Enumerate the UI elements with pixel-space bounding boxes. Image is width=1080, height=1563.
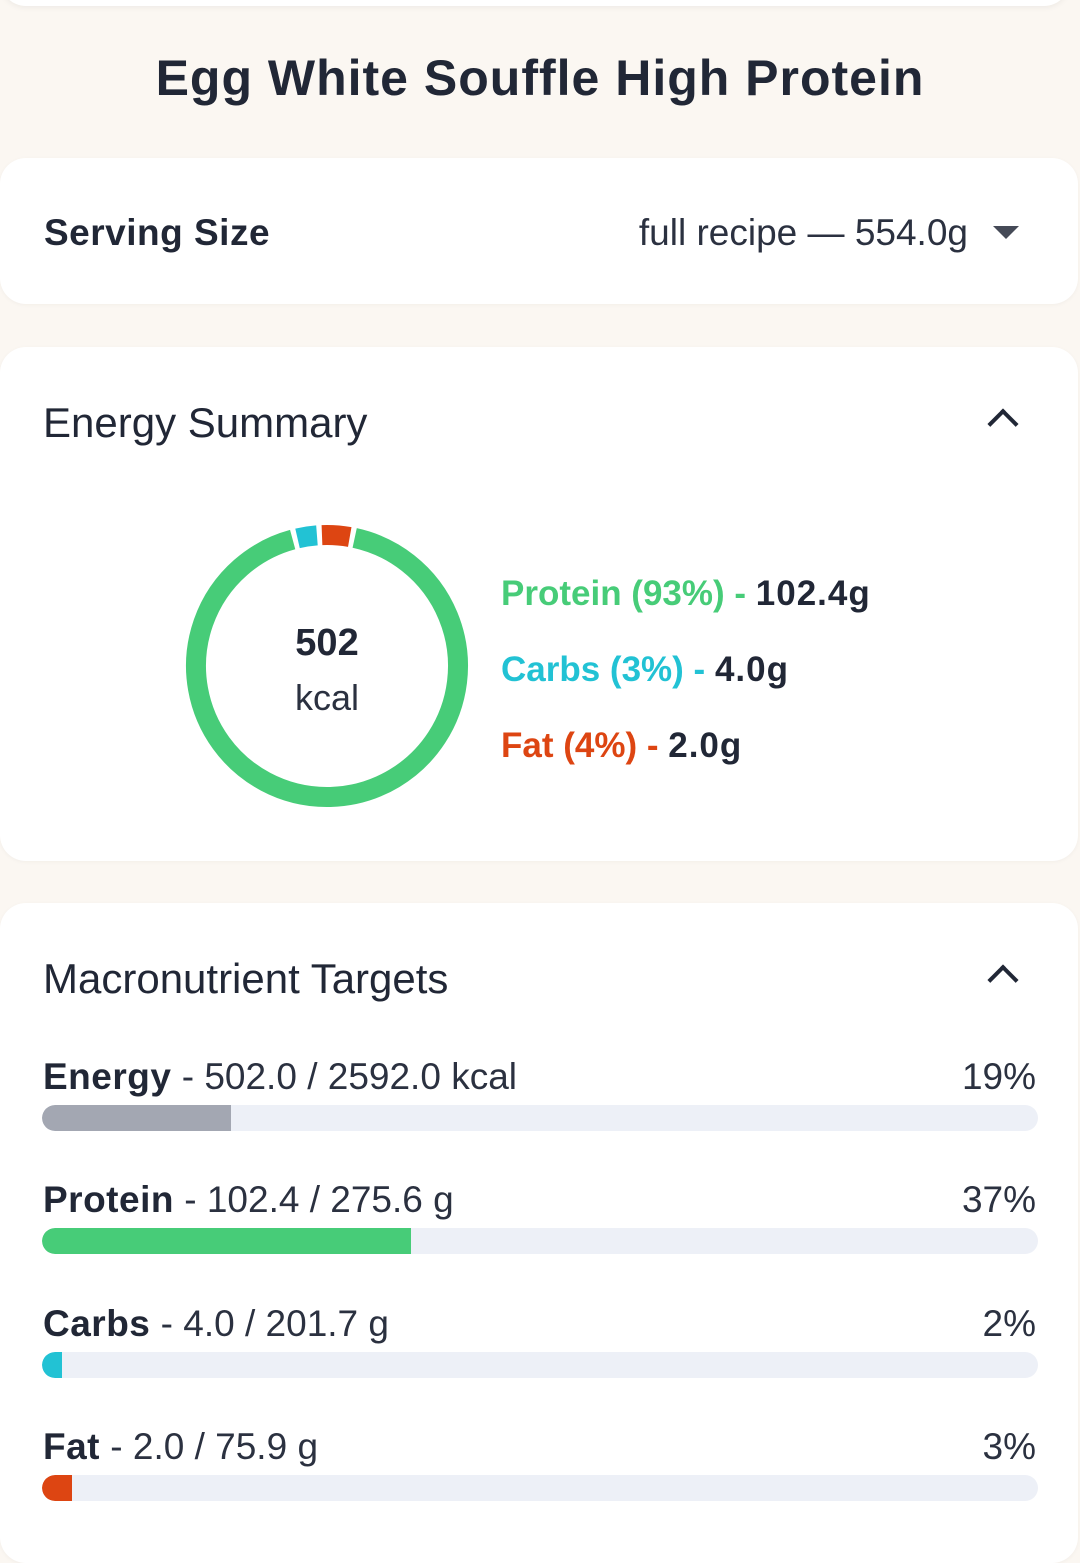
legend-carbs-label: Carbs (3%) bbox=[501, 650, 684, 689]
target-fat-detail: - 2.0 / 75.9 g bbox=[100, 1426, 319, 1467]
serving-size-card bbox=[0, 158, 1078, 304]
target-fat-name: Fat bbox=[43, 1426, 100, 1467]
energy-summary-title: Energy Summary bbox=[43, 399, 368, 446]
energy-progress-fill bbox=[42, 1105, 232, 1131]
legend-carbs-amount: 4.0g bbox=[714, 650, 789, 689]
legend-fat-amount: 2.0g bbox=[668, 726, 743, 765]
target-carbs-label: Carbs - 4.0 / 201.7 g bbox=[43, 1301, 389, 1347]
fat-progress-bar bbox=[42, 1475, 1038, 1501]
target-protein-detail: - 102.4 / 275.6 g bbox=[173, 1179, 454, 1220]
legend-protein-label: Protein (93%) bbox=[501, 574, 725, 613]
target-fat-percent: 3% bbox=[982, 1426, 1036, 1467]
target-energy-label: Energy - 502.0 / 2592.0 kcal bbox=[43, 1054, 517, 1100]
macronutrient-targets-title: Macronutrient Targets bbox=[43, 955, 449, 1002]
fat-progress-fill bbox=[42, 1475, 72, 1501]
carbs-progress-fill bbox=[42, 1352, 62, 1378]
kcal-value: 502 bbox=[295, 622, 359, 664]
protein-progress-fill bbox=[42, 1228, 411, 1254]
target-energy-percent: 19% bbox=[961, 1056, 1036, 1097]
legend-carbs: Carbs (3%) - 4.0g bbox=[501, 648, 789, 692]
target-carbs-name: Carbs bbox=[43, 1303, 151, 1344]
target-carbs-percent: 2% bbox=[982, 1303, 1036, 1344]
donut-segment-fat bbox=[321, 525, 352, 547]
dropdown-caret-icon[interactable] bbox=[993, 226, 1019, 239]
donut-segment-protein bbox=[186, 528, 468, 807]
page-title: Egg White Souffle High Protein bbox=[155, 50, 925, 106]
legend-fat: Fat (4%) - 2.0g bbox=[501, 724, 742, 768]
target-energy-name: Energy bbox=[43, 1056, 172, 1097]
carbs-progress-bar bbox=[42, 1352, 1038, 1378]
donut-segment-carbs bbox=[295, 525, 318, 549]
legend-fat-label: Fat (4%) bbox=[501, 726, 638, 765]
target-protein-label: Protein - 102.4 / 275.6 g bbox=[43, 1177, 454, 1223]
energy-summary-card bbox=[0, 347, 1078, 861]
target-protein-name: Protein bbox=[43, 1179, 174, 1220]
energy-donut-chart bbox=[186, 525, 468, 807]
serving-size-select[interactable]: full recipe — 554.0g bbox=[638, 212, 968, 253]
protein-progress-bar bbox=[42, 1228, 1038, 1254]
legend-fat-sep: - bbox=[637, 726, 669, 765]
legend-protein-amount: 102.4g bbox=[755, 574, 871, 613]
target-protein-percent: 37% bbox=[961, 1179, 1036, 1220]
legend-protein-sep: - bbox=[724, 574, 756, 613]
kcal-unit: kcal bbox=[294, 677, 360, 718]
previous-card-edge bbox=[0, 0, 1070, 6]
target-energy-detail: - 502.0 / 2592.0 kcal bbox=[171, 1056, 517, 1097]
legend-protein: Protein (93%) - 102.4g bbox=[501, 572, 871, 616]
target-fat-label: Fat - 2.0 / 75.9 g bbox=[43, 1424, 318, 1470]
serving-size-label: Serving Size bbox=[44, 212, 271, 253]
energy-progress-bar bbox=[42, 1105, 1038, 1131]
legend-carbs-sep: - bbox=[683, 650, 715, 689]
target-carbs-detail: - 4.0 / 201.7 g bbox=[150, 1303, 389, 1344]
